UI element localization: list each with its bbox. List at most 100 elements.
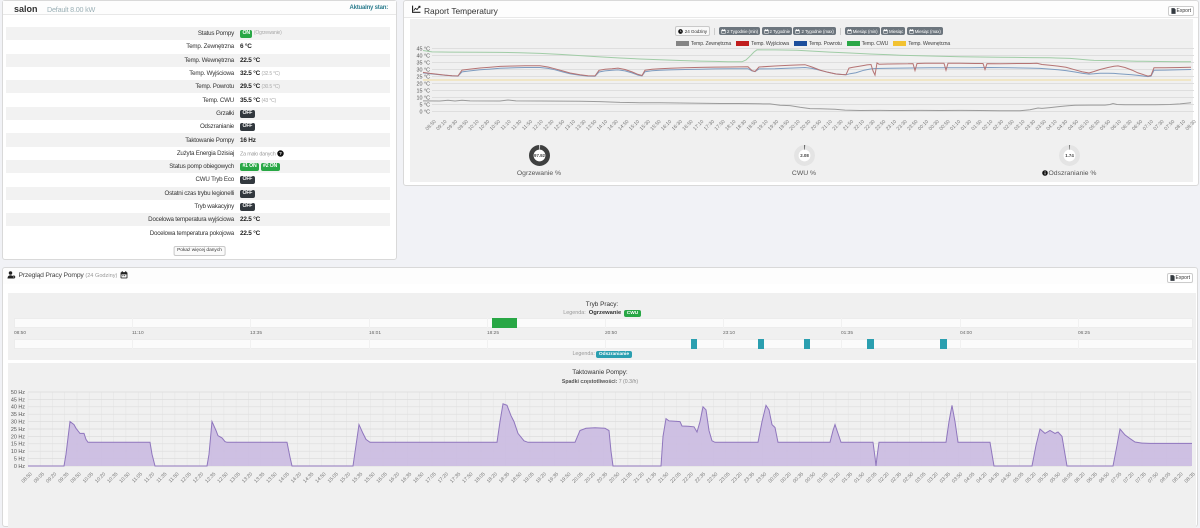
svg-text:01:35: 01:35: [841, 471, 854, 484]
svg-text:09:05: 09:05: [33, 471, 46, 484]
svg-text:15:30: 15:30: [639, 119, 652, 132]
svg-text:20 °C: 20 °C: [416, 81, 430, 87]
svg-text:22:05: 22:05: [669, 471, 682, 484]
svg-text:10:30: 10:30: [478, 119, 491, 132]
svg-text:20:05: 20:05: [571, 471, 584, 484]
svg-text:20:35: 20:35: [596, 471, 609, 484]
svg-text:04:30: 04:30: [1056, 119, 1069, 132]
svg-text:03:50: 03:50: [1035, 119, 1048, 132]
svg-text:45 °C: 45 °C: [416, 46, 430, 52]
svg-text:14:30: 14:30: [607, 119, 620, 132]
svg-text:23:35: 23:35: [743, 471, 756, 484]
svg-text:02:30: 02:30: [992, 119, 1005, 132]
svg-text:15 Hz: 15 Hz: [11, 442, 25, 448]
svg-text:2.08: 2.08: [800, 153, 809, 158]
svg-text:40 °C: 40 °C: [416, 53, 430, 59]
svg-text:21:10: 21:10: [821, 119, 834, 132]
svg-text:00:35: 00:35: [792, 471, 805, 484]
svg-text:14:50: 14:50: [314, 471, 327, 484]
svg-text:01:50: 01:50: [970, 119, 983, 132]
svg-text:08:05: 08:05: [1159, 471, 1172, 484]
svg-text:05:50: 05:50: [1099, 119, 1112, 132]
svg-text:15:35: 15:35: [351, 471, 364, 484]
svg-text:21:50: 21:50: [842, 119, 855, 132]
svg-text:17:20: 17:20: [437, 471, 450, 484]
svg-text:12:10: 12:10: [532, 119, 545, 132]
svg-text:21:35: 21:35: [645, 471, 658, 484]
svg-text:00:50: 00:50: [804, 471, 817, 484]
svg-text:22:30: 22:30: [863, 119, 876, 132]
svg-text:08:50: 08:50: [21, 471, 34, 484]
svg-text:18:50: 18:50: [746, 119, 759, 132]
svg-text:16:20: 16:20: [388, 471, 401, 484]
svg-text:19:35: 19:35: [547, 471, 560, 484]
svg-text:35 Hz: 35 Hz: [11, 412, 25, 418]
svg-text:12:05: 12:05: [180, 471, 193, 484]
svg-text:07:20: 07:20: [1122, 471, 1135, 484]
svg-text:20:20: 20:20: [584, 471, 597, 484]
svg-text:10:35: 10:35: [106, 471, 119, 484]
svg-text:08:30: 08:30: [1185, 119, 1197, 132]
svg-text:06:05: 06:05: [1061, 471, 1074, 484]
svg-text:11:35: 11:35: [156, 471, 169, 484]
svg-text:11:50: 11:50: [168, 471, 181, 484]
svg-text:40 Hz: 40 Hz: [11, 405, 25, 411]
svg-text:20:50: 20:50: [810, 119, 823, 132]
svg-text:10:05: 10:05: [82, 471, 95, 484]
svg-text:20:30: 20:30: [799, 119, 812, 132]
svg-text:18:10: 18:10: [724, 119, 737, 132]
svg-text:13:10: 13:10: [564, 119, 577, 132]
svg-text:07:30: 07:30: [1152, 119, 1165, 132]
svg-text:05:50: 05:50: [1049, 471, 1062, 484]
svg-text:17:30: 17:30: [703, 119, 716, 132]
svg-text:03:35: 03:35: [939, 471, 952, 484]
svg-text:15:50: 15:50: [649, 119, 662, 132]
svg-text:5 °C: 5 °C: [419, 102, 430, 108]
svg-text:15:50: 15:50: [363, 471, 376, 484]
svg-text:07:05: 07:05: [1110, 471, 1123, 484]
svg-text:19:10: 19:10: [756, 119, 769, 132]
svg-text:09:10: 09:10: [435, 119, 448, 132]
svg-text:05:35: 05:35: [1037, 471, 1050, 484]
svg-text:09:20: 09:20: [45, 471, 58, 484]
svg-text:20 Hz: 20 Hz: [11, 434, 25, 440]
svg-text:04:50: 04:50: [1000, 471, 1013, 484]
svg-text:00:10: 00:10: [917, 119, 930, 132]
svg-text:05:30: 05:30: [1088, 119, 1101, 132]
svg-text:02:50: 02:50: [1003, 119, 1016, 132]
svg-text:16:50: 16:50: [681, 119, 694, 132]
svg-text:06:10: 06:10: [1110, 119, 1123, 132]
svg-text:14:05: 14:05: [278, 471, 291, 484]
svg-text:02:50: 02:50: [902, 471, 915, 484]
svg-text:05:20: 05:20: [1024, 471, 1037, 484]
svg-text:16:10: 16:10: [660, 119, 673, 132]
svg-text:03:30: 03:30: [1024, 119, 1037, 132]
svg-text:21:30: 21:30: [831, 119, 844, 132]
svg-text:09:30: 09:30: [446, 119, 459, 132]
svg-text:12:30: 12:30: [542, 119, 555, 132]
svg-text:01:30: 01:30: [960, 119, 973, 132]
svg-text:12:35: 12:35: [204, 471, 217, 484]
svg-text:03:05: 03:05: [914, 471, 927, 484]
svg-text:19:50: 19:50: [778, 119, 791, 132]
svg-text:00:30: 00:30: [928, 119, 941, 132]
svg-text:07:50: 07:50: [1163, 119, 1176, 132]
svg-text:10:10: 10:10: [467, 119, 480, 132]
svg-text:23:05: 23:05: [718, 471, 731, 484]
svg-text:20:10: 20:10: [788, 119, 801, 132]
svg-text:19:30: 19:30: [767, 119, 780, 132]
svg-text:11:30: 11:30: [510, 119, 523, 132]
svg-text:06:35: 06:35: [1086, 471, 1099, 484]
svg-text:15:05: 15:05: [327, 471, 340, 484]
svg-text:13:50: 13:50: [585, 119, 598, 132]
svg-text:21:20: 21:20: [633, 471, 646, 484]
svg-text:01:20: 01:20: [829, 471, 842, 484]
svg-text:18:20: 18:20: [486, 471, 499, 484]
svg-text:15:10: 15:10: [628, 119, 641, 132]
svg-text:04:35: 04:35: [988, 471, 1001, 484]
svg-text:13:35: 13:35: [253, 471, 266, 484]
svg-text:30 Hz: 30 Hz: [11, 420, 25, 426]
svg-text:5 Hz: 5 Hz: [14, 457, 25, 463]
svg-text:04:20: 04:20: [975, 471, 988, 484]
svg-text:15 °C: 15 °C: [416, 88, 430, 94]
